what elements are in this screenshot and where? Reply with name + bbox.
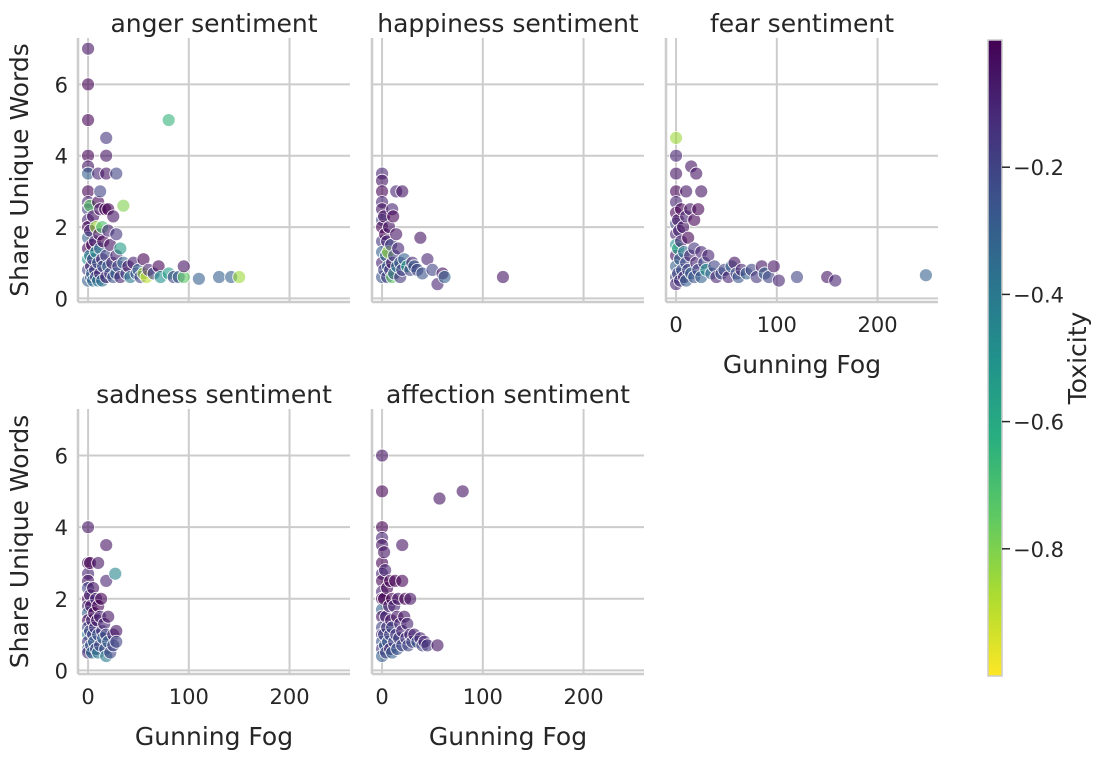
panel-title: affection sentiment bbox=[386, 380, 630, 409]
data-point bbox=[432, 491, 447, 506]
data-point bbox=[81, 41, 95, 56]
data-point bbox=[99, 130, 114, 145]
data-point bbox=[81, 77, 95, 92]
x-tick-label: 0 bbox=[669, 313, 682, 337]
panel-happiness: happiness sentiment bbox=[370, 9, 644, 304]
data-point bbox=[109, 634, 124, 649]
data-point bbox=[395, 538, 410, 552]
x-tick-label: 200 bbox=[858, 313, 898, 337]
data-point bbox=[701, 248, 716, 263]
data-point bbox=[99, 573, 114, 588]
data-point bbox=[99, 538, 114, 552]
data-point bbox=[669, 130, 683, 145]
data-point bbox=[191, 271, 206, 286]
data-point bbox=[108, 566, 123, 581]
data-point bbox=[455, 484, 470, 499]
panel-title: happiness sentiment bbox=[377, 9, 639, 38]
data-point bbox=[669, 148, 683, 163]
data-point bbox=[386, 209, 401, 224]
y-axis-label: Share Unique Words bbox=[5, 43, 34, 297]
data-point bbox=[94, 591, 109, 606]
panel-title: sadness sentiment bbox=[96, 380, 332, 409]
panel-title: fear sentiment bbox=[710, 9, 894, 38]
data-point bbox=[391, 241, 406, 256]
colorbar-gradient bbox=[987, 39, 1003, 677]
data-point bbox=[81, 113, 95, 127]
data-point bbox=[395, 573, 410, 588]
panel-fear: fear sentiment 0 100 200 Gunning Fog bbox=[664, 9, 938, 379]
colorbar-tick-label: −0.6 bbox=[1013, 411, 1064, 435]
data-point bbox=[375, 448, 389, 463]
y-tick-label: 6 bbox=[55, 445, 68, 469]
data-point bbox=[679, 184, 694, 199]
data-point bbox=[437, 270, 452, 284]
data-point bbox=[766, 259, 781, 274]
data-point bbox=[496, 270, 510, 284]
colorbar-tick-label: −0.2 bbox=[1013, 156, 1064, 180]
data-point bbox=[430, 638, 445, 653]
data-point bbox=[669, 166, 683, 181]
data-point bbox=[790, 270, 804, 284]
panel-title: anger sentiment bbox=[110, 9, 317, 38]
data-point bbox=[109, 227, 124, 242]
panel-affection: affection sentiment 0 100 200 Gunning Fog bbox=[370, 380, 644, 751]
x-tick-label: 0 bbox=[81, 685, 94, 709]
data-point bbox=[691, 202, 706, 217]
data-point bbox=[91, 556, 106, 570]
data-point bbox=[375, 484, 389, 499]
data-point bbox=[161, 113, 176, 127]
data-point bbox=[413, 230, 428, 245]
y-tick-label: 2 bbox=[55, 588, 68, 612]
data-point bbox=[403, 591, 418, 606]
panel-anger: anger sentiment 0 2 4 6 Share Unique Words bbox=[5, 9, 350, 311]
data-point bbox=[176, 259, 191, 274]
y-tick-label: 6 bbox=[55, 73, 68, 97]
colorbar-tick-label: −0.4 bbox=[1013, 283, 1064, 307]
y-tick-label: 2 bbox=[55, 216, 68, 240]
y-axis-label: Share Unique Words bbox=[5, 415, 34, 669]
colorbar-tick-label: −0.8 bbox=[1013, 538, 1064, 562]
data-point bbox=[212, 270, 226, 284]
data-point bbox=[99, 148, 114, 163]
data-point bbox=[113, 241, 128, 256]
data-point bbox=[681, 230, 696, 245]
data-point bbox=[106, 209, 121, 224]
data-point bbox=[116, 198, 131, 213]
x-tick-label: 0 bbox=[375, 685, 388, 709]
x-axis-label: Gunning Fog bbox=[135, 722, 293, 751]
colorbar: −0.2 −0.4 −0.6 −0.8 Toxicity bbox=[987, 39, 1092, 677]
data-point bbox=[395, 184, 410, 199]
y-tick-label: 0 bbox=[55, 287, 68, 311]
data-point bbox=[93, 184, 108, 199]
data-point bbox=[828, 273, 843, 288]
data-point bbox=[377, 545, 391, 560]
x-axis-label: Gunning Fog bbox=[723, 350, 881, 379]
x-tick-label: 200 bbox=[270, 685, 310, 709]
data-point bbox=[771, 273, 786, 288]
x-axis-label: Gunning Fog bbox=[429, 722, 587, 751]
data-point bbox=[109, 166, 124, 181]
data-point bbox=[101, 609, 116, 624]
x-tick-label: 100 bbox=[169, 685, 209, 709]
y-tick-label: 4 bbox=[55, 516, 68, 540]
data-point bbox=[389, 227, 404, 242]
data-point bbox=[689, 166, 704, 181]
data-point bbox=[694, 184, 709, 199]
y-tick-label: 0 bbox=[55, 659, 68, 683]
x-tick-label: 100 bbox=[757, 313, 797, 337]
y-tick-label: 4 bbox=[55, 145, 68, 169]
data-point bbox=[232, 270, 247, 284]
colorbar-label: Toxicity bbox=[1063, 312, 1092, 406]
panel-sadness: sadness sentiment 0 2 4 6 Share Unique Words 0… bbox=[5, 380, 350, 751]
data-point bbox=[81, 520, 95, 535]
x-tick-label: 200 bbox=[564, 685, 604, 709]
data-point bbox=[919, 268, 933, 283]
x-tick-label: 100 bbox=[463, 685, 503, 709]
